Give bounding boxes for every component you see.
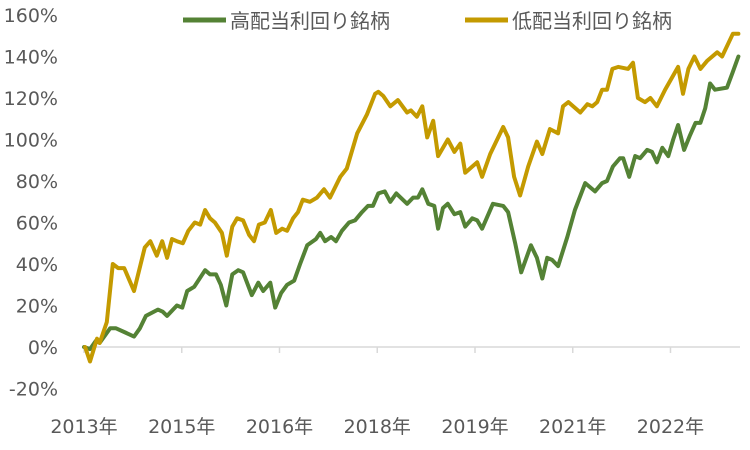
legend-label-low-dividend: 低配当利回り銘柄 bbox=[512, 9, 672, 33]
y-axis: -20% 0% 20% 40% 60% 80% 100% 120% 140% 160% bbox=[4, 5, 58, 401]
x-axis: 2013年 2015年 2016年 2018年 2019年 2021年 2022年 bbox=[50, 346, 740, 438]
series-line-1 bbox=[83, 31, 741, 364]
y-tick-label: 60% bbox=[16, 213, 58, 235]
y-tick-label: 160% bbox=[4, 5, 58, 27]
x-tick-label: 2015年 bbox=[148, 416, 215, 438]
legend: 高配当利回り銘柄 低配当利回り銘柄 bbox=[183, 9, 672, 33]
legend-label-high-dividend: 高配当利回り銘柄 bbox=[230, 9, 390, 33]
y-tick-label: 20% bbox=[16, 296, 58, 318]
series-line-0 bbox=[82, 54, 741, 352]
x-tick-label: 2018年 bbox=[344, 416, 411, 438]
y-tick-label: 0% bbox=[28, 337, 58, 359]
x-tick-label: 2021年 bbox=[539, 416, 606, 438]
y-tick-label: 100% bbox=[4, 130, 58, 152]
y-tick-label: -20% bbox=[9, 379, 58, 401]
x-tick-label: 2016年 bbox=[246, 416, 313, 438]
y-tick-label: 80% bbox=[16, 171, 58, 193]
y-tick-label: 140% bbox=[4, 47, 58, 69]
plot-area bbox=[82, 31, 741, 364]
x-tick-label: 2013年 bbox=[50, 416, 117, 438]
x-tick-label: 2019年 bbox=[441, 416, 508, 438]
y-tick-label: 120% bbox=[4, 88, 58, 110]
y-tick-label: 40% bbox=[16, 254, 58, 276]
x-tick-label: 2022年 bbox=[637, 416, 704, 438]
